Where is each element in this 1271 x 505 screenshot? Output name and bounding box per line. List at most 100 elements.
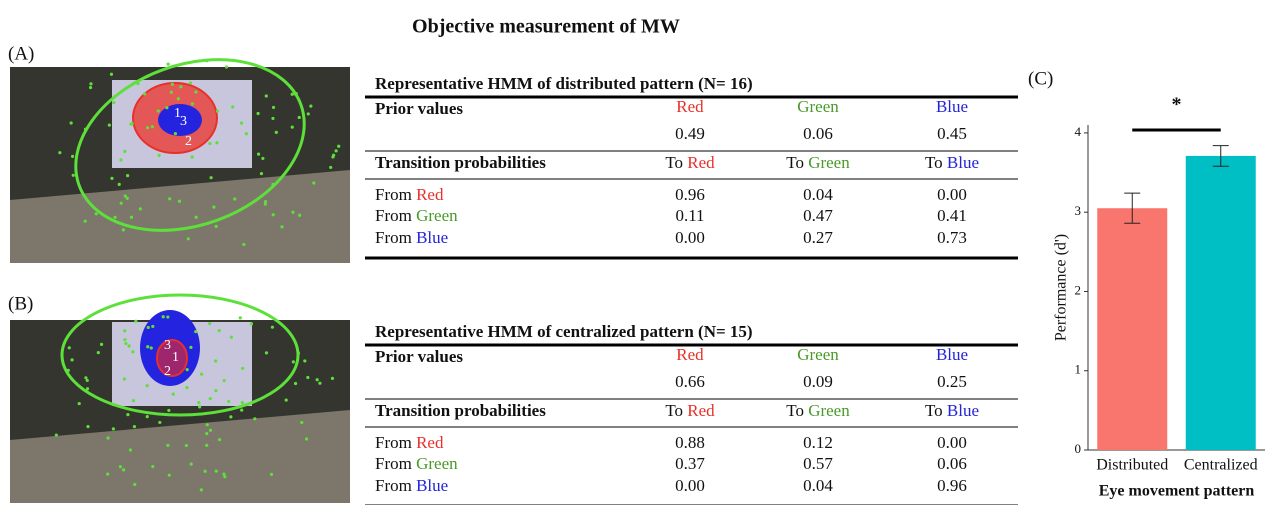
gaze-dot — [134, 320, 137, 323]
gaze-dot — [222, 473, 225, 476]
gaze-dot — [123, 377, 126, 380]
gaze-dot — [86, 379, 89, 382]
gaze-dot — [165, 106, 168, 109]
gaze-dot — [291, 125, 294, 128]
row-header: From Blue — [375, 228, 448, 247]
gaze-dot — [233, 197, 236, 200]
gaze-dot — [331, 155, 334, 158]
gaze-dot — [331, 377, 334, 380]
gaze-dot — [112, 101, 115, 104]
gaze-dot — [158, 154, 161, 157]
significance-mark: * — [1172, 94, 1182, 116]
gaze-dot — [86, 387, 89, 390]
to-label: To — [665, 153, 683, 172]
gaze-dot — [212, 205, 215, 208]
gaze-dot — [294, 382, 297, 385]
gaze-dot — [72, 174, 75, 177]
gaze-dot — [129, 448, 132, 451]
y-tick-label: 2 — [1075, 282, 1082, 297]
from-label: From — [375, 206, 412, 225]
gaze-dot — [200, 488, 203, 491]
photo-label: 3 — [180, 114, 187, 129]
column-header: To Blue — [925, 153, 979, 172]
gaze-dot — [108, 123, 111, 126]
gaze-dot — [195, 216, 198, 219]
gaze-dot — [240, 409, 243, 412]
gaze-dot — [271, 326, 274, 329]
gaze-dot — [200, 373, 203, 376]
gaze-dot — [242, 243, 245, 246]
gaze-dot — [186, 368, 189, 371]
gaze-dot — [239, 316, 242, 319]
x-axis-title: Eye movement pattern — [1099, 483, 1255, 500]
gaze-dot — [146, 384, 149, 387]
gaze-dot — [139, 207, 142, 210]
gaze-dot — [187, 237, 190, 240]
gaze-dot — [189, 346, 192, 349]
gaze-dot — [194, 330, 197, 333]
gaze-dot — [58, 151, 61, 154]
column-header: To Green — [786, 153, 850, 172]
y-axis-title: Performance (d') — [1053, 234, 1070, 341]
gaze-dot — [123, 329, 126, 332]
from-label: From — [375, 185, 412, 204]
gaze-dot — [97, 351, 100, 354]
gaze-dot — [215, 141, 218, 144]
gaze-dot — [306, 376, 309, 379]
gaze-dot — [214, 359, 217, 362]
gaze-dot — [225, 65, 228, 68]
gaze-dot — [270, 473, 273, 476]
gaze-dot — [157, 109, 160, 112]
gaze-dot — [191, 102, 194, 105]
gaze-dot — [197, 401, 200, 404]
row-label: Transition probabilities — [375, 153, 546, 172]
gaze-dot — [124, 342, 127, 345]
row-header: From Red — [375, 185, 444, 204]
gaze-dot — [295, 92, 298, 95]
transition-value: 0.96 — [937, 476, 967, 495]
transition-value: 0.00 — [675, 228, 705, 247]
gaze-dot — [70, 121, 73, 124]
gaze-dot — [256, 112, 259, 115]
row-label: Transition probabilities — [375, 401, 546, 420]
gaze-dot — [132, 399, 135, 402]
table-title: Representative HMM of distributed patter… — [375, 74, 753, 93]
transition-value: 0.73 — [937, 228, 967, 247]
transition-value: 0.11 — [675, 206, 704, 225]
to-label: To — [925, 153, 943, 172]
gaze-dot — [205, 444, 208, 447]
gaze-dot — [89, 82, 92, 85]
gaze-dot — [126, 174, 129, 177]
y-tick-label: 3 — [1075, 203, 1082, 218]
gaze-dot — [168, 474, 171, 477]
gaze-dot — [298, 214, 301, 217]
y-tick-label: 1 — [1075, 362, 1082, 377]
gaze-dot — [272, 213, 275, 216]
gaze-dot — [337, 145, 340, 148]
gaze-dot — [67, 369, 70, 372]
panel-label: (A) — [8, 43, 34, 64]
state-name: Green — [797, 97, 839, 116]
to-label: To — [786, 401, 804, 420]
gaze-dot — [223, 379, 226, 382]
state-name: Blue — [947, 401, 979, 420]
gaze-dot — [316, 378, 319, 381]
gaze-dot — [171, 83, 174, 86]
state-name: Blue — [416, 228, 448, 247]
gaze-dot — [174, 132, 177, 135]
gaze-dot — [119, 158, 122, 161]
gaze-dot — [291, 211, 294, 214]
bar — [1097, 208, 1167, 450]
state-name: Green — [808, 153, 850, 172]
transition-value: 0.88 — [675, 433, 705, 452]
state-name: Blue — [936, 97, 968, 116]
gaze-dot — [190, 463, 193, 466]
row-header: From Red — [375, 433, 444, 452]
photo-label: 3 — [164, 338, 171, 353]
gaze-dot — [120, 202, 123, 205]
gaze-dot — [78, 402, 81, 405]
prior-value: 0.66 — [675, 372, 705, 391]
gaze-dot — [158, 421, 161, 424]
gaze-dot — [131, 122, 134, 125]
transition-value: 0.41 — [937, 206, 967, 225]
